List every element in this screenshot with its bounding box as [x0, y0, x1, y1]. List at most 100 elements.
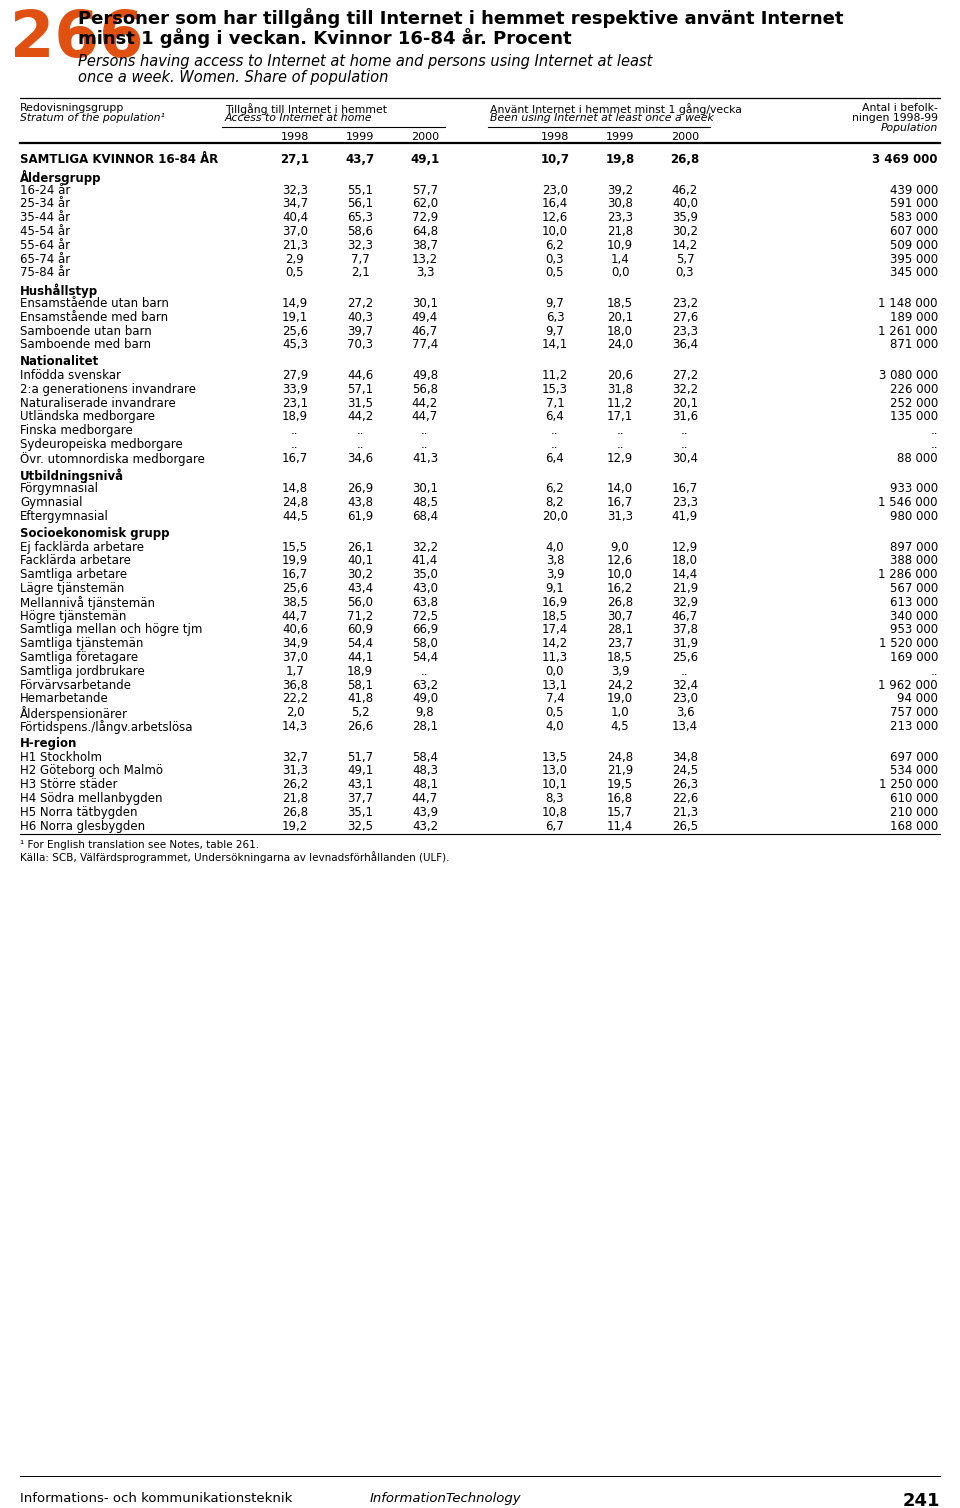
- Text: 7,4: 7,4: [545, 692, 564, 706]
- Text: Antal i befolk-: Antal i befolk-: [862, 103, 938, 113]
- Text: ..: ..: [356, 424, 364, 437]
- Text: 43,0: 43,0: [412, 582, 438, 596]
- Text: 1998: 1998: [540, 133, 569, 142]
- Text: 3,9: 3,9: [611, 665, 630, 677]
- Text: 25,6: 25,6: [672, 651, 698, 664]
- Text: 10,8: 10,8: [542, 805, 568, 819]
- Text: 12,6: 12,6: [607, 555, 634, 567]
- Text: 13,1: 13,1: [542, 679, 568, 692]
- Text: 58,4: 58,4: [412, 751, 438, 763]
- Text: 5,7: 5,7: [676, 253, 694, 265]
- Text: 1,0: 1,0: [611, 706, 630, 719]
- Text: 14,8: 14,8: [282, 483, 308, 496]
- Text: 58,0: 58,0: [412, 638, 438, 650]
- Text: H-region: H-region: [20, 737, 78, 749]
- Text: 31,6: 31,6: [672, 410, 698, 424]
- Text: 38,5: 38,5: [282, 596, 308, 609]
- Text: 49,1: 49,1: [410, 152, 440, 166]
- Text: 9,8: 9,8: [416, 706, 434, 719]
- Text: 63,2: 63,2: [412, 679, 438, 692]
- Text: 6,4: 6,4: [545, 452, 564, 464]
- Text: ..: ..: [930, 437, 938, 451]
- Text: 56,0: 56,0: [347, 596, 373, 609]
- Text: 534 000: 534 000: [890, 765, 938, 778]
- Text: 68,4: 68,4: [412, 510, 438, 523]
- Text: Hemarbetande: Hemarbetande: [20, 692, 108, 706]
- Text: 14,0: 14,0: [607, 483, 633, 496]
- Text: Samboende med barn: Samboende med barn: [20, 338, 151, 351]
- Text: 14,1: 14,1: [541, 338, 568, 351]
- Text: ..: ..: [421, 437, 429, 451]
- Text: 60,9: 60,9: [347, 623, 373, 636]
- Text: 61,9: 61,9: [347, 510, 373, 523]
- Text: 933 000: 933 000: [890, 483, 938, 496]
- Text: 35,0: 35,0: [412, 569, 438, 581]
- Text: 25,6: 25,6: [282, 324, 308, 338]
- Text: 10,0: 10,0: [542, 225, 568, 238]
- Text: 51,7: 51,7: [347, 751, 373, 763]
- Text: 70,3: 70,3: [347, 338, 373, 351]
- Text: ¹ For English translation see Notes, table 261.: ¹ For English translation see Notes, tab…: [20, 840, 259, 851]
- Text: 46,2: 46,2: [672, 184, 698, 196]
- Text: 0,3: 0,3: [545, 253, 564, 265]
- Text: 13,4: 13,4: [672, 719, 698, 733]
- Text: Eftergymnasial: Eftergymnasial: [20, 510, 108, 523]
- Text: 54,4: 54,4: [412, 651, 438, 664]
- Text: 27,2: 27,2: [347, 297, 373, 311]
- Text: Been using Internet at least once a week: Been using Internet at least once a week: [490, 113, 713, 124]
- Text: 0,5: 0,5: [286, 267, 304, 279]
- Text: 21,9: 21,9: [672, 582, 698, 596]
- Text: 252 000: 252 000: [890, 397, 938, 410]
- Text: 2000: 2000: [411, 133, 439, 142]
- Text: Använt Internet i hemmet minst 1 gång/vecka: Använt Internet i hemmet minst 1 gång/ve…: [490, 103, 742, 115]
- Text: 20,1: 20,1: [607, 311, 633, 324]
- Text: 14,4: 14,4: [672, 569, 698, 581]
- Text: 54,4: 54,4: [347, 638, 373, 650]
- Text: 12,6: 12,6: [541, 211, 568, 225]
- Text: 567 000: 567 000: [890, 582, 938, 596]
- Text: 4,5: 4,5: [611, 719, 630, 733]
- Text: 3,3: 3,3: [416, 267, 434, 279]
- Text: ..: ..: [291, 424, 299, 437]
- Text: 27,9: 27,9: [282, 369, 308, 382]
- Text: 32,4: 32,4: [672, 679, 698, 692]
- Text: Persons having access to Internet at home and persons using Internet at least: Persons having access to Internet at hom…: [78, 54, 653, 69]
- Text: ..: ..: [421, 424, 429, 437]
- Text: 27,2: 27,2: [672, 369, 698, 382]
- Text: 3 080 000: 3 080 000: [878, 369, 938, 382]
- Text: 62,0: 62,0: [412, 198, 438, 211]
- Text: 39,2: 39,2: [607, 184, 633, 196]
- Text: 1999: 1999: [346, 133, 374, 142]
- Text: 32,2: 32,2: [412, 540, 438, 553]
- Text: 48,3: 48,3: [412, 765, 438, 778]
- Text: 24,2: 24,2: [607, 679, 634, 692]
- Text: Ensamstående med barn: Ensamstående med barn: [20, 311, 168, 324]
- Text: 15,3: 15,3: [542, 383, 568, 395]
- Text: 613 000: 613 000: [890, 596, 938, 609]
- Text: 46,7: 46,7: [412, 324, 438, 338]
- Text: 24,8: 24,8: [282, 496, 308, 510]
- Text: 4,0: 4,0: [545, 719, 564, 733]
- Text: 697 000: 697 000: [890, 751, 938, 763]
- Text: 36,4: 36,4: [672, 338, 698, 351]
- Text: 0,3: 0,3: [676, 267, 694, 279]
- Text: 30,7: 30,7: [607, 609, 633, 623]
- Text: 30,8: 30,8: [607, 198, 633, 211]
- Text: 21,8: 21,8: [607, 225, 633, 238]
- Text: 44,7: 44,7: [412, 792, 438, 805]
- Text: Mellannivå tjänstemän: Mellannivå tjänstemän: [20, 596, 155, 609]
- Text: 40,0: 40,0: [672, 198, 698, 211]
- Text: 88 000: 88 000: [898, 452, 938, 464]
- Text: 2000: 2000: [671, 133, 699, 142]
- Text: 18,0: 18,0: [607, 324, 633, 338]
- Text: 345 000: 345 000: [890, 267, 938, 279]
- Text: Samboende utan barn: Samboende utan barn: [20, 324, 152, 338]
- Text: 44,1: 44,1: [347, 651, 373, 664]
- Text: 16,8: 16,8: [607, 792, 633, 805]
- Text: 37,0: 37,0: [282, 225, 308, 238]
- Text: 30,4: 30,4: [672, 452, 698, 464]
- Text: 57,7: 57,7: [412, 184, 438, 196]
- Text: 16,7: 16,7: [607, 496, 634, 510]
- Text: Samtliga tjänstemän: Samtliga tjänstemän: [20, 638, 143, 650]
- Text: 44,7: 44,7: [412, 410, 438, 424]
